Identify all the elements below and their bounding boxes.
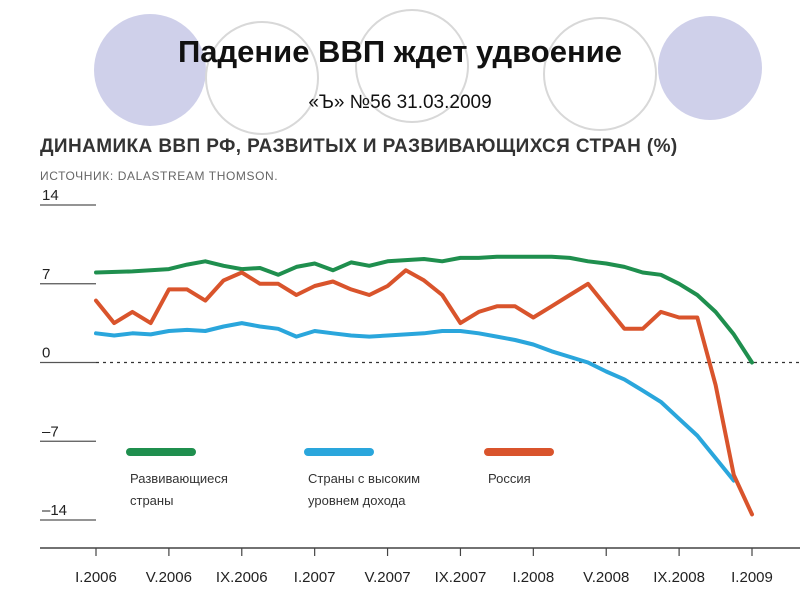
- background-decoration: [94, 9, 762, 135]
- x-tick-label: I.2006: [75, 569, 117, 586]
- chart-title: ДИНАМИКА ВВП РФ, РАЗВИТЫХ И РАЗВИВАЮЩИХС…: [40, 136, 678, 157]
- legend-label: Россия: [488, 471, 531, 486]
- legend-label: страны: [130, 493, 173, 508]
- y-tick-label: –14: [42, 502, 67, 519]
- legend-label: уровнем дохода: [308, 493, 406, 508]
- series-line-high_income: [94, 321, 736, 483]
- chart-legend: Развивающиеся страны Страны с высоким уровн…: [126, 448, 554, 508]
- decor-circle: [355, 9, 469, 123]
- chart-axes: 14 7 0 –7 –14 I.2006 V.2006 IX.2006 I.2007 V.2007…: [40, 187, 800, 586]
- legend-label: Развивающиеся: [130, 471, 228, 486]
- x-tick-label: I.2007: [294, 569, 336, 586]
- series-line-russia: [94, 268, 754, 517]
- decor-circle: [543, 17, 657, 131]
- x-tick-label: V.2008: [583, 569, 629, 586]
- slide-subtitle: «Ъ» №56 31.03.2009: [308, 92, 492, 113]
- x-tick-label: IX.2008: [653, 569, 705, 586]
- decor-circle: [94, 14, 206, 126]
- chart-source: ИСТОЧНИК: DALASTREAM THOMSON.: [40, 169, 278, 183]
- slide-title: Падение ВВП ждет удвоение: [177, 34, 623, 69]
- x-tick-label: IX.2007: [435, 569, 487, 586]
- y-tick-label: –7: [42, 423, 59, 440]
- series-line-developing: [94, 254, 754, 365]
- decor-circle: [658, 16, 762, 120]
- x-tick-label: V.2007: [364, 569, 410, 586]
- decor-circle: [205, 21, 319, 135]
- x-tick-label: V.2006: [146, 569, 192, 586]
- legend-label: Страны с высоким: [308, 471, 420, 486]
- chart-series: [94, 254, 754, 517]
- y-tick-label: 14: [42, 187, 59, 204]
- x-tick-label: I.2009: [731, 569, 773, 586]
- y-tick-label: 7: [42, 266, 50, 283]
- x-tick-label: I.2008: [512, 569, 554, 586]
- x-tick-label: IX.2006: [216, 569, 268, 586]
- y-tick-label: 0: [42, 345, 50, 362]
